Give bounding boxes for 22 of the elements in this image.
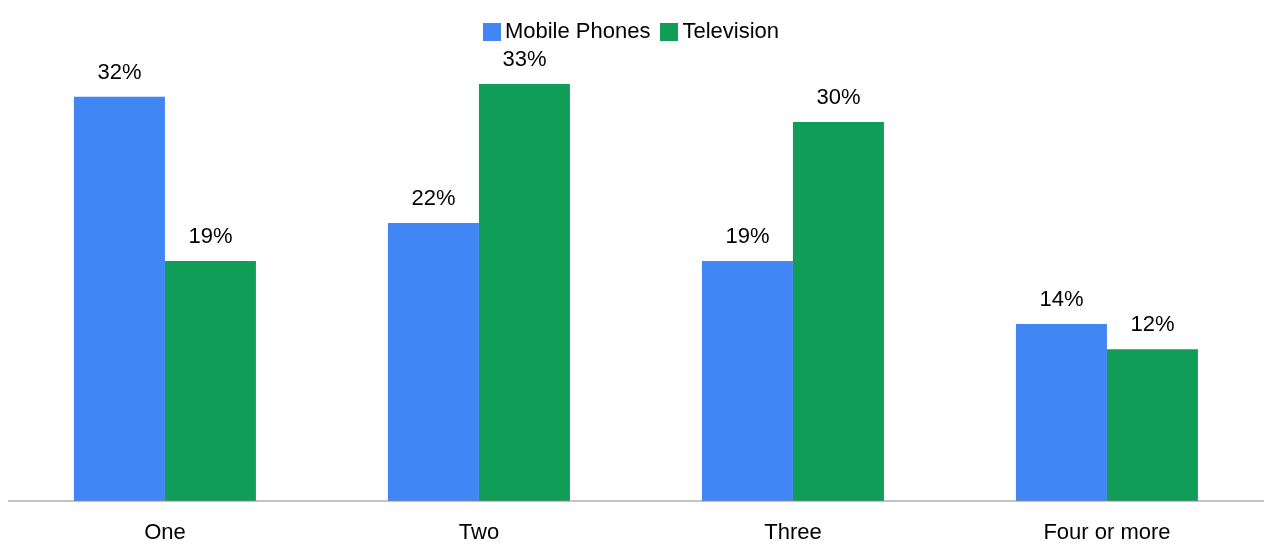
bar	[73, 96, 165, 501]
x-tick-label: Two	[458, 518, 500, 544]
data-label: 19%	[188, 222, 233, 248]
x-tick-label: One	[144, 518, 186, 544]
bar	[387, 223, 479, 501]
data-label: 30%	[816, 83, 861, 109]
bar	[792, 121, 884, 501]
data-label: 32%	[97, 58, 142, 84]
data-label: 19%	[725, 222, 770, 248]
legend-label: Television	[682, 18, 780, 43]
data-label: 33%	[502, 46, 547, 71]
bar	[164, 260, 256, 501]
data-label: 22%	[411, 185, 456, 210]
x-tick-label: Three	[764, 518, 822, 544]
x-tick-label: Four or more	[1043, 518, 1171, 544]
data-label: 12%	[1130, 311, 1175, 337]
bar	[478, 84, 570, 501]
bar	[1015, 324, 1107, 501]
bar	[701, 260, 793, 501]
data-label: 14%	[1039, 286, 1084, 312]
legend-label: Mobile Phones	[504, 18, 651, 43]
bar	[1106, 349, 1198, 501]
